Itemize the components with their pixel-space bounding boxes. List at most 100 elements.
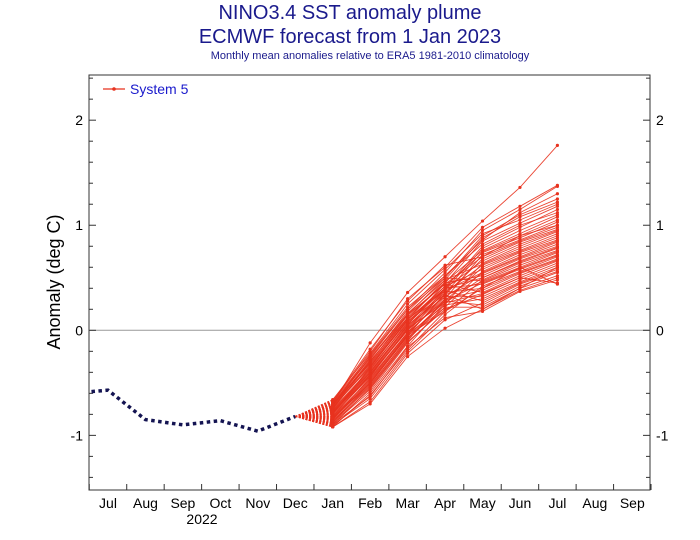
plot-frame xyxy=(88,74,651,491)
forecast-point xyxy=(555,265,560,269)
forecast-spinup-line xyxy=(295,415,333,426)
forecast-point xyxy=(331,403,335,407)
forecast-point xyxy=(368,382,372,386)
forecast-point xyxy=(480,219,485,223)
forecast-point xyxy=(480,307,485,311)
forecast-point xyxy=(480,238,485,242)
forecast-spinup-line xyxy=(295,415,333,422)
forecast-point xyxy=(518,276,522,280)
x-tick-label: Oct xyxy=(209,495,231,511)
forecast-point xyxy=(331,425,335,429)
forecast-point xyxy=(555,197,560,201)
forecast-point xyxy=(331,415,335,420)
forecast-point xyxy=(518,286,522,290)
forecast-spinup-line xyxy=(295,402,333,417)
forecast-point xyxy=(406,351,410,356)
forecast-spinup-line xyxy=(295,415,333,423)
forecast-spinup-line xyxy=(295,414,333,417)
forecast-point xyxy=(331,419,335,423)
forecast-point xyxy=(331,422,335,426)
chart-subtitle: ECMWF forecast from 1 Jan 2023 xyxy=(198,26,502,48)
forecast-point xyxy=(555,207,560,212)
x-tick-label: Apr xyxy=(434,495,456,511)
forecast-spinup-line xyxy=(295,405,333,417)
legend: System 5 xyxy=(103,81,189,97)
forecast-point xyxy=(518,228,522,233)
forecast-spinup-line xyxy=(295,413,333,417)
forecast-point xyxy=(480,228,485,233)
forecast-spinup-line xyxy=(295,411,333,417)
forecast-point xyxy=(518,185,522,190)
forecast-point xyxy=(518,223,522,227)
forecast-point xyxy=(518,204,522,208)
forecast-spinup-line xyxy=(295,415,333,425)
y-tick-label-right: 1 xyxy=(656,217,664,233)
forecast-point xyxy=(443,288,447,292)
forecast-spinup-line xyxy=(295,406,333,417)
x-tick-label: Sep xyxy=(620,495,645,511)
forecast-spinup-line xyxy=(295,412,333,417)
observed-series xyxy=(89,388,296,434)
forecast-point xyxy=(443,270,447,275)
forecast-point xyxy=(480,242,485,246)
forecast-point xyxy=(406,302,410,306)
forecast-point xyxy=(480,232,485,236)
y-tick-label-right: -1 xyxy=(656,427,669,443)
forecast-point xyxy=(443,326,447,330)
forecast-point xyxy=(368,369,372,373)
forecast-point xyxy=(480,291,485,296)
y-tick-label-left: -1 xyxy=(71,427,84,443)
x-tick-label: Jul xyxy=(99,495,117,511)
y-tick-label-right: 2 xyxy=(656,112,664,128)
forecast-point xyxy=(443,309,447,313)
forecast-point xyxy=(518,211,522,215)
forecast-spinup-line xyxy=(295,415,333,427)
forecast-point xyxy=(518,265,522,269)
forecast-point xyxy=(555,278,560,282)
x-tick-label: Dec xyxy=(283,495,308,511)
forecast-point xyxy=(443,274,447,278)
forecast-spinup-line xyxy=(295,415,333,424)
y-tick-label-right: 0 xyxy=(656,322,664,338)
forecast-point xyxy=(331,399,335,403)
chart-caption: Monthly mean anomalies relative to ERA5 … xyxy=(210,50,530,62)
forecast-point xyxy=(480,286,485,290)
forecast-point xyxy=(368,361,372,365)
forecast-point xyxy=(518,215,522,219)
forecast-point xyxy=(406,354,410,359)
x-tick-label: Jan xyxy=(321,495,344,511)
forecast-point xyxy=(555,220,560,224)
y-tick-label-left: 0 xyxy=(75,322,83,338)
x-tick-label: Jun xyxy=(509,495,532,511)
forecast-spinup-line xyxy=(295,410,333,417)
x-tick-label: Feb xyxy=(358,495,382,511)
forecast-point xyxy=(555,215,560,219)
forecast-point xyxy=(406,299,410,303)
forecast-point xyxy=(406,312,410,317)
forecast-spinup-line xyxy=(295,415,333,420)
forecast-point xyxy=(368,352,372,357)
forecast-point xyxy=(443,305,447,309)
forecast-point xyxy=(331,409,335,413)
x-tick-label: Sep xyxy=(170,495,195,511)
x-tick-label: Jul xyxy=(548,495,566,511)
forecast-spinup-line xyxy=(295,407,333,417)
forecast-point xyxy=(443,312,447,317)
year-label: 2022 xyxy=(186,511,217,527)
forecast-point xyxy=(443,282,447,286)
forecast-point xyxy=(368,341,372,345)
forecast-point xyxy=(406,319,410,323)
forecast-point xyxy=(443,255,447,259)
forecast-point xyxy=(368,347,372,351)
forecast-point xyxy=(518,218,522,222)
forecast-point xyxy=(518,289,522,294)
forecast-point xyxy=(555,184,560,188)
legend-label: System 5 xyxy=(130,81,189,97)
x-tick-label: Aug xyxy=(133,495,158,511)
forecast-point xyxy=(555,270,560,275)
y-tick-label-left: 2 xyxy=(75,112,83,128)
y-tick-label-left: 1 xyxy=(75,217,83,233)
forecast-point xyxy=(443,292,447,297)
forecast-spinup-line xyxy=(295,408,333,417)
